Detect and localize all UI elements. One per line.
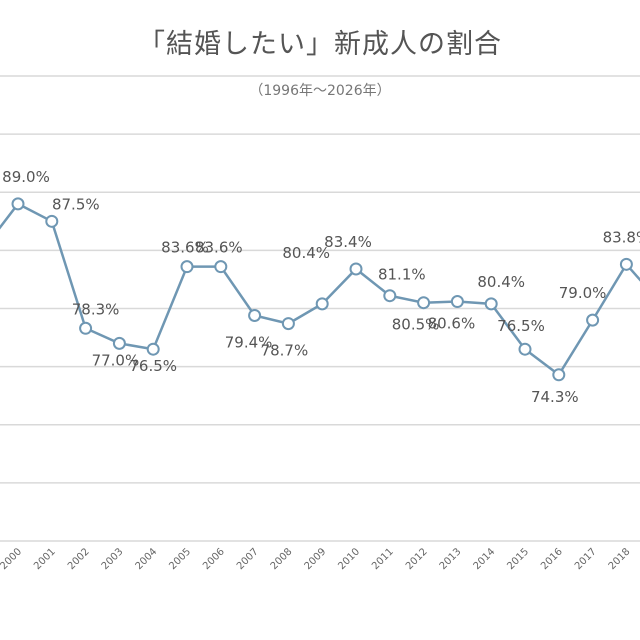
- data-label: 80.4%: [477, 273, 525, 291]
- data-point: [552, 368, 566, 382]
- data-point: [112, 336, 126, 350]
- data-point: [315, 297, 329, 311]
- data-label: 83.4%: [324, 233, 372, 251]
- data-point: [146, 342, 160, 356]
- data-label: 80.4%: [282, 244, 330, 262]
- data-point: [518, 342, 532, 356]
- data-label: 78.3%: [72, 300, 120, 318]
- data-label: 81.1%: [378, 266, 426, 284]
- data-label: 89.0%: [2, 168, 50, 186]
- data-label: 83.6%: [195, 239, 243, 257]
- data-point: [349, 262, 363, 276]
- data-point: [11, 197, 25, 211]
- data-point: [417, 296, 431, 310]
- data-point: [180, 260, 194, 274]
- x-tick-label: 2015: [505, 546, 531, 572]
- data-label: 77.0%: [92, 351, 140, 369]
- data-label: 83.6%: [161, 239, 209, 257]
- x-tick-label: 2003: [100, 546, 126, 572]
- data-point: [79, 321, 93, 335]
- x-tick-label: 2009: [303, 546, 329, 572]
- x-tick-label: 2008: [269, 546, 295, 572]
- x-tick-label: 2014: [472, 546, 498, 572]
- data-label: 83.8%: [603, 228, 640, 246]
- data-point: [484, 297, 498, 311]
- data-label: 76.5%: [497, 317, 545, 335]
- x-tick-label: 2007: [235, 546, 261, 572]
- x-tick-label: 2004: [134, 546, 160, 572]
- data-label: 79.4%: [225, 333, 273, 351]
- x-tick-label: 2000: [0, 546, 24, 572]
- x-tick-label: 2011: [370, 546, 396, 572]
- x-tick-label: 2016: [539, 546, 565, 572]
- x-tick-label: 2006: [201, 546, 227, 572]
- data-point: [450, 295, 464, 309]
- x-tick-label: 2001: [32, 546, 58, 572]
- x-tick-label: 2013: [438, 546, 464, 572]
- data-point: [281, 317, 295, 331]
- data-point: [619, 257, 633, 271]
- x-tick-label: 2005: [167, 546, 193, 572]
- data-point: [248, 308, 262, 322]
- data-label: 78.7%: [261, 342, 309, 360]
- chart-subtitle: （1996年～2026年）: [249, 83, 391, 99]
- data-label: 80.5%: [392, 316, 440, 334]
- x-tick-label: 2002: [66, 546, 92, 572]
- data-label: 74.3%: [531, 388, 579, 406]
- data-label: 79.0%: [559, 284, 607, 302]
- data-point: [45, 214, 59, 228]
- x-tick-label: 2010: [336, 546, 362, 572]
- data-point: [586, 313, 600, 327]
- chart-title: 「結婚したい」新成人の割合: [138, 29, 502, 60]
- x-tick-label: 2017: [573, 546, 599, 572]
- data-point: [214, 260, 228, 274]
- data-label: 76.5%: [129, 357, 177, 375]
- x-tick-label: 2012: [404, 546, 430, 572]
- x-tick-label: 2018: [607, 546, 633, 572]
- data-label: 80.6%: [428, 315, 476, 333]
- data-label: 87.5%: [52, 195, 100, 213]
- data-point: [383, 289, 397, 303]
- series-line: [0, 202, 640, 377]
